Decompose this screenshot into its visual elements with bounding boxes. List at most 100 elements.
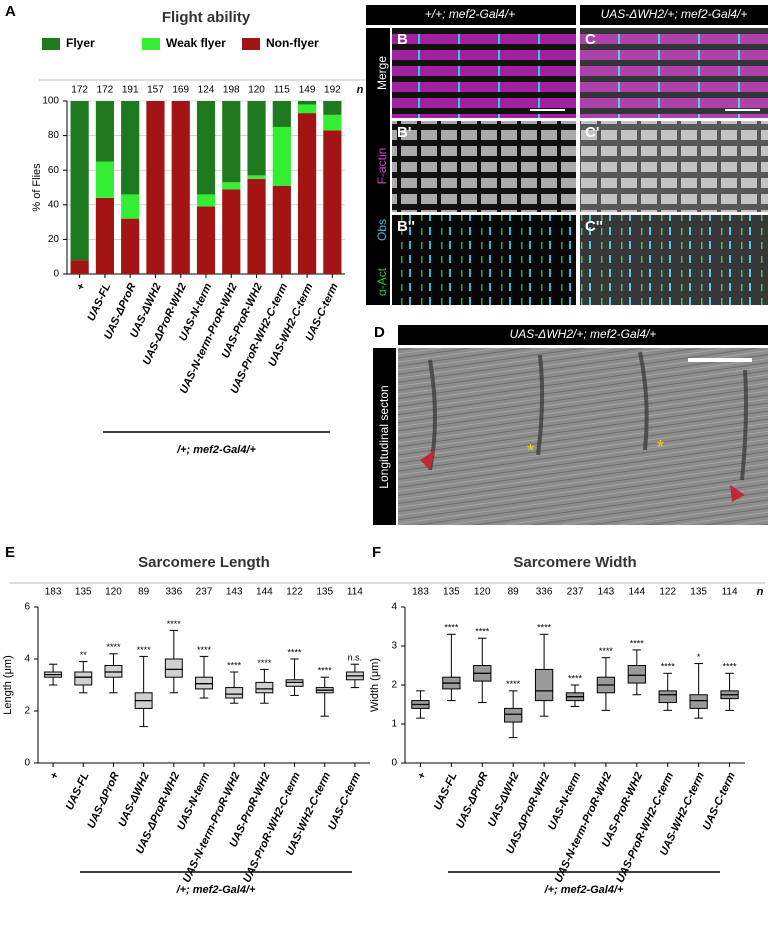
bar-segment (95, 101, 115, 162)
micrograph-grid: +/+; mef2-Gal4/+ UAS-ΔWH2/+; mef2-Gal4/+… (366, 5, 768, 305)
n-header: n (757, 586, 764, 598)
x-tick-label: UAS-N-term-ProR-WH2 (553, 770, 615, 884)
x-tick-label: UAS-ProR-WH2-C-term (241, 770, 303, 884)
x-tick-label: UAS-ProR-WH2-C-term (614, 770, 676, 884)
x-tick-label: UAS-ΔWH2 (116, 770, 152, 828)
n-label: 143 (226, 587, 243, 598)
em-panel: D UAS-ΔWH2/+; mef2-Gal4/+ Longitudinal s… (373, 324, 768, 525)
y-tick-label: 20 (48, 234, 60, 245)
bar-segment (196, 101, 216, 195)
x-tick-label: UAS-N-term-ProR-WH2 (181, 770, 243, 884)
significance: **** (661, 662, 676, 672)
y-tick-label: 0 (391, 758, 397, 769)
n-label: 122 (659, 587, 676, 598)
image (392, 121, 576, 212)
chart-title: Sarcomere Length (138, 554, 270, 571)
n-label: 172 (97, 85, 114, 96)
bar-segment (121, 194, 140, 219)
bar-segment (297, 113, 317, 274)
n-label: 183 (412, 587, 429, 598)
significance: n.s. (348, 653, 363, 663)
n-label: 135 (690, 587, 707, 598)
group-label: /+; mef2-Gal4/+ (544, 884, 624, 896)
significance: ** (80, 650, 88, 660)
n-label: 183 (45, 587, 62, 598)
significance: **** (137, 645, 152, 655)
legend-swatch (42, 38, 60, 50)
z-disc (428, 351, 748, 481)
y-axis-label: Width (μm) (369, 658, 381, 712)
n-label: 120 (248, 85, 265, 96)
y-tick-label: 40 (48, 199, 60, 210)
significance: **** (167, 619, 182, 629)
significance: **** (723, 662, 738, 672)
bar-segment (222, 182, 241, 190)
bar-segment (95, 197, 115, 274)
side-strip (366, 28, 390, 305)
bar-segment (146, 101, 165, 274)
n-label: 157 (147, 85, 164, 96)
chart-title: Flight ability (162, 9, 251, 26)
bar-segment (272, 101, 291, 127)
significance: **** (568, 673, 583, 683)
box (689, 694, 708, 709)
n-label: 144 (628, 587, 645, 598)
panel-label: C (585, 31, 596, 48)
x-tick-label: + (415, 770, 429, 781)
bar-segment (297, 104, 317, 114)
bar-segment (297, 101, 317, 105)
y-tick-label: 0 (24, 758, 30, 769)
y-tick-label: 1 (391, 719, 397, 730)
asterisk: * (527, 441, 534, 461)
y-tick-label: 2 (24, 706, 30, 717)
panel-label: B (397, 31, 408, 48)
n-header: n (357, 84, 364, 96)
group-label: /+; mef2-Gal4/+ (176, 884, 256, 896)
header-label: UAS-ΔWH2/+; mef2-Gal4/+ (510, 327, 657, 341)
n-label: 144 (256, 587, 273, 598)
bar-segment (247, 178, 266, 274)
legend-label: Flyer (66, 36, 95, 50)
box (225, 687, 244, 699)
significance: **** (106, 642, 121, 652)
bar-segment (323, 114, 342, 131)
box (658, 690, 677, 704)
bar-segment (247, 175, 266, 179)
arrowhead (420, 450, 435, 470)
n-label: 149 (299, 85, 316, 96)
bar-segment (222, 189, 241, 274)
y-tick-label: 0 (53, 269, 59, 280)
chart-title: Sarcomere Width (513, 554, 636, 571)
image (392, 28, 576, 118)
panel-label: C' (585, 124, 599, 141)
x-tick-label: UAS-C-term (701, 770, 738, 832)
n-label: 120 (105, 587, 122, 598)
n-label: 336 (165, 587, 182, 598)
header (580, 5, 768, 25)
n-label: 122 (286, 587, 303, 598)
n-label: 237 (196, 587, 213, 598)
box (504, 707, 523, 723)
header (398, 325, 768, 345)
significance: **** (227, 660, 242, 670)
x-tick-label: UAS-FL (85, 281, 113, 323)
n-label: 89 (138, 587, 150, 598)
y-tick-label: 3 (391, 641, 397, 652)
image (580, 28, 768, 118)
x-tick-label: + (48, 770, 62, 781)
side-label: Longitudinal secton (377, 385, 391, 488)
image (398, 348, 768, 525)
legend-swatch (142, 38, 160, 50)
y-tick-label: 4 (24, 654, 30, 665)
significance: **** (257, 658, 272, 668)
x-tick-label: UAS-ΔProR (454, 770, 490, 830)
panel-letter: A (5, 3, 16, 20)
significance: **** (318, 666, 333, 676)
x-tick-label: UAS-C-term (326, 770, 363, 832)
bar-segment (121, 101, 140, 195)
bar-segment (121, 218, 140, 274)
n-label: 115 (274, 85, 290, 96)
n-label: 120 (474, 587, 491, 598)
panel-label: B'' (397, 218, 415, 235)
